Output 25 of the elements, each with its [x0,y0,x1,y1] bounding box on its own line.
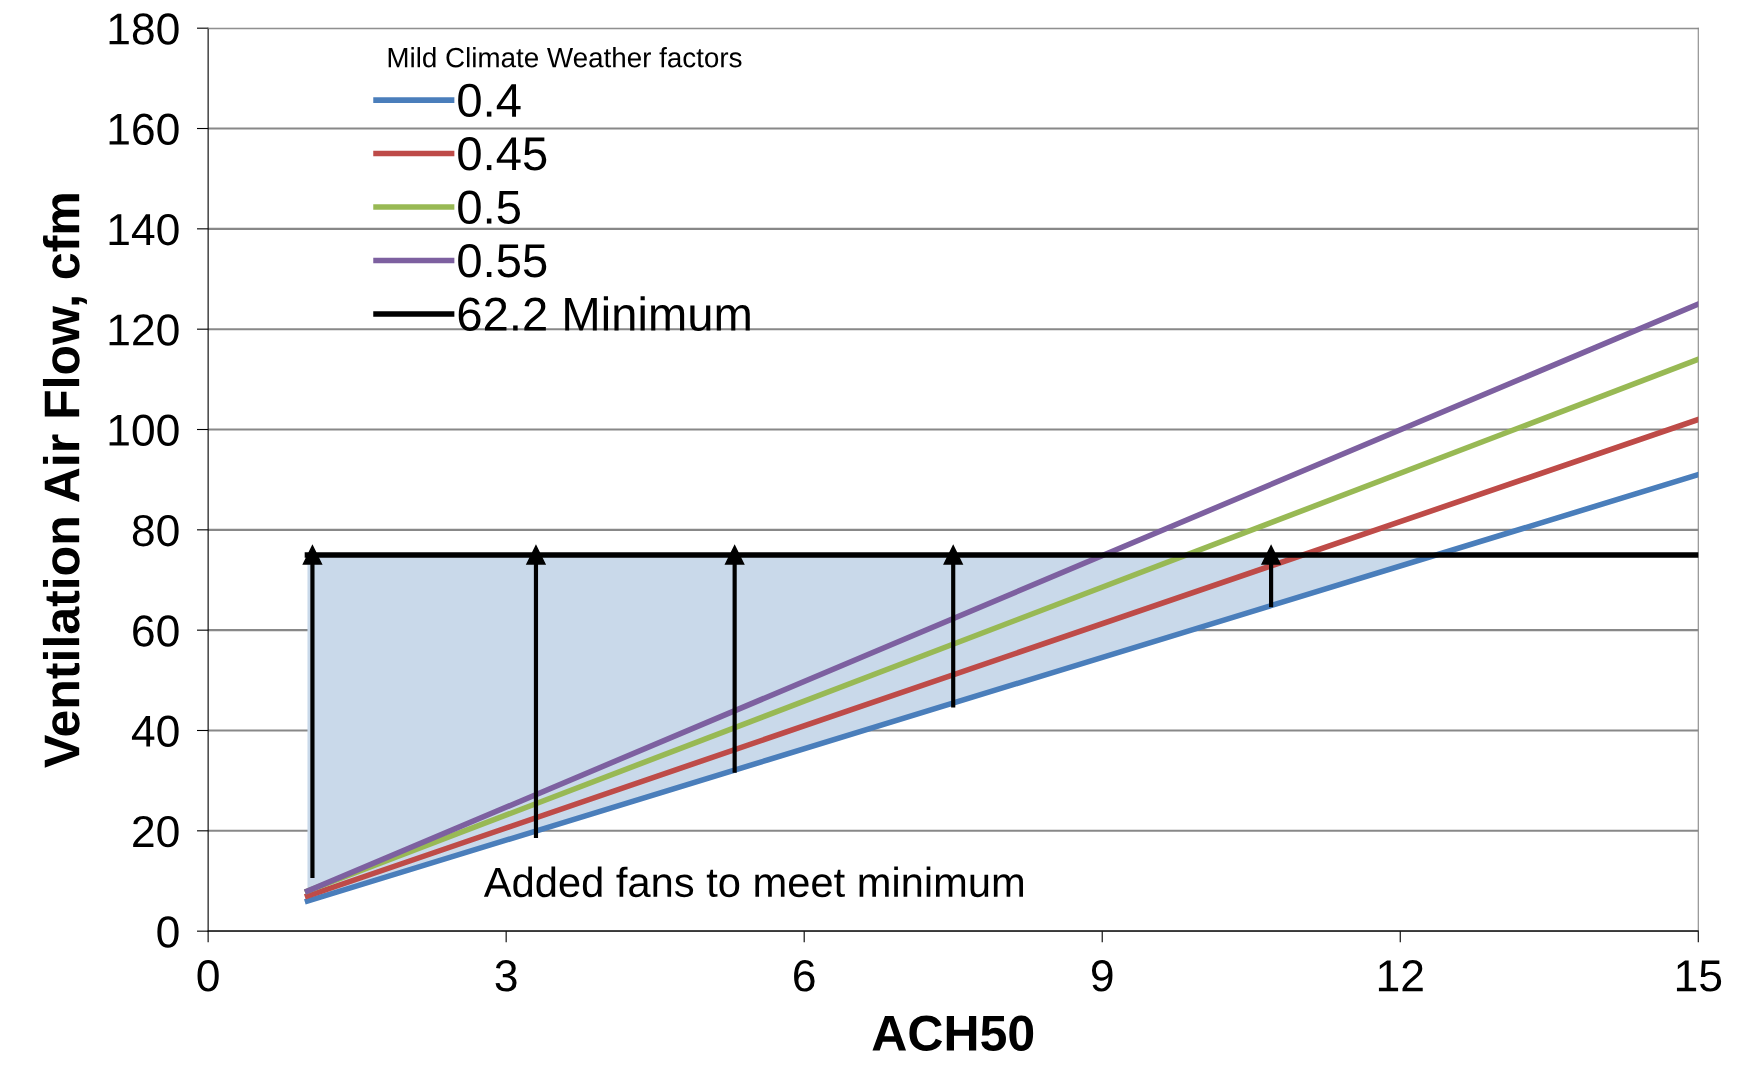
y-tick-label: 20 [133,815,179,848]
annotation: Added fans to meet minimum [483,866,1023,898]
x-tick-label: 3 [495,960,517,992]
x-axis-title: ACH50 [872,1015,1034,1051]
y-tick-label: 120 [109,314,179,346]
legend-label: 0.5 [458,190,520,225]
y-tick-label: 180 [109,13,179,45]
y-axis-title: Ventilation Air Flow, cfm [42,194,87,768]
x-tick-label: 15 [1676,960,1722,992]
legend-label: 0.45 [458,137,547,171]
x-tick-label: 12 [1378,960,1423,992]
legend-title: Mild Climate Weather factors [388,47,742,68]
y-tick-label: 60 [133,615,179,647]
y-tick-label: 100 [109,414,179,447]
x-tick-label: 6 [794,960,815,992]
y-tick-label: 0 [157,916,179,948]
y-tick-label: 80 [132,514,179,547]
y-tick-label: 140 [109,213,179,246]
y-tick-label: 160 [109,113,179,146]
x-tick-label: 0 [197,960,219,992]
legend-label: 0.55 [458,244,547,278]
legend-label: 62.2 Minimum [458,296,750,331]
y-tick-label: 40 [131,715,179,748]
legend-label: 0.4 [458,83,521,118]
x-tick-label: 9 [1091,960,1113,992]
